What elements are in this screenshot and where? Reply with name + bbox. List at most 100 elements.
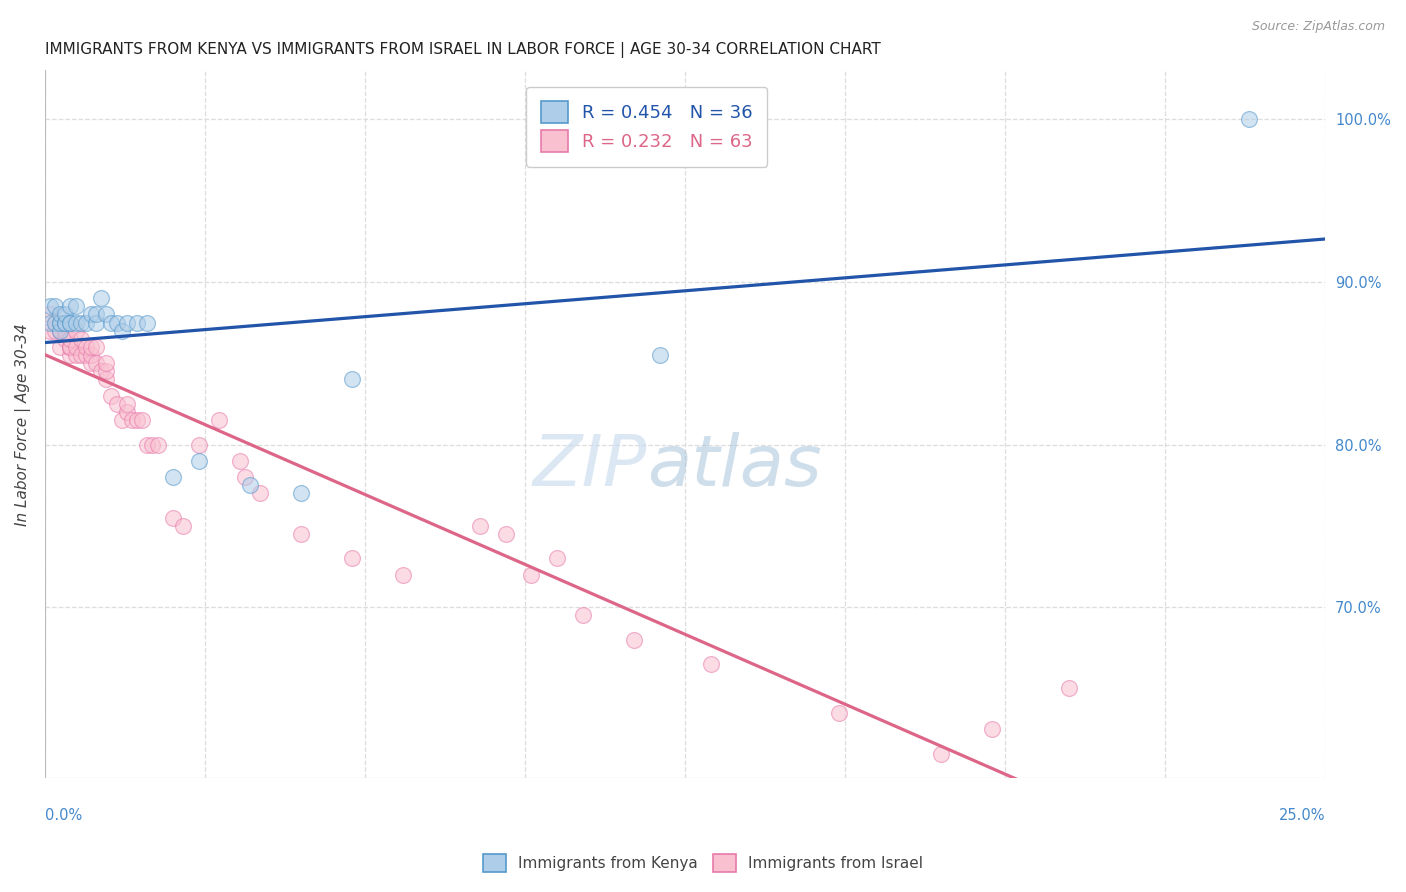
Point	[80, 307, 103, 321]
Point	[65, 299, 87, 313]
Point	[59, 340, 82, 354]
Point	[80, 356, 103, 370]
Point	[111, 324, 134, 338]
Point	[146, 437, 169, 451]
Point	[53, 316, 76, 330]
Point	[623, 632, 645, 647]
Y-axis label: In Labor Force | Age 30-34: In Labor Force | Age 30-34	[15, 323, 31, 525]
Point	[49, 307, 72, 321]
Point	[49, 316, 72, 330]
Point	[172, 518, 194, 533]
Point	[90, 364, 112, 378]
Point	[1059, 681, 1081, 696]
Text: 0.0%: 0.0%	[45, 808, 82, 823]
Point	[981, 722, 1004, 736]
Point	[648, 348, 671, 362]
Point	[65, 324, 87, 338]
Point	[75, 340, 97, 354]
Point	[59, 316, 82, 330]
Point	[90, 291, 112, 305]
Point	[96, 307, 118, 321]
Point	[84, 316, 107, 330]
Text: ZIP: ZIP	[533, 432, 647, 501]
Point	[59, 332, 82, 346]
Point	[187, 437, 209, 451]
Point	[59, 340, 82, 354]
Point	[162, 510, 184, 524]
Point	[96, 364, 118, 378]
Point	[571, 608, 593, 623]
Point	[44, 324, 66, 338]
Point	[136, 316, 159, 330]
Point	[249, 486, 271, 500]
Point	[49, 324, 72, 338]
Point	[105, 397, 128, 411]
Point	[44, 316, 66, 330]
Point	[115, 405, 138, 419]
Point	[39, 307, 62, 321]
Point	[75, 316, 97, 330]
Legend: R = 0.454   N = 36, R = 0.232   N = 63: R = 0.454 N = 36, R = 0.232 N = 63	[526, 87, 768, 167]
Point	[115, 397, 138, 411]
Point	[127, 413, 149, 427]
Point	[44, 299, 66, 313]
Point	[342, 372, 364, 386]
Point	[65, 316, 87, 330]
Point	[69, 316, 91, 330]
Text: 25.0%: 25.0%	[1279, 808, 1326, 823]
Point	[53, 324, 76, 338]
Point	[342, 551, 364, 566]
Point	[80, 340, 103, 354]
Legend: Immigrants from Kenya, Immigrants from Israel: Immigrants from Kenya, Immigrants from I…	[475, 846, 931, 880]
Point	[392, 567, 415, 582]
Point	[470, 518, 492, 533]
Point	[65, 348, 87, 362]
Point	[111, 413, 134, 427]
Point	[1237, 112, 1260, 127]
Point	[69, 332, 91, 346]
Point	[49, 340, 72, 354]
Point	[131, 413, 153, 427]
Point	[233, 470, 256, 484]
Point	[141, 437, 163, 451]
Point	[100, 316, 122, 330]
Point	[53, 307, 76, 321]
Point	[162, 470, 184, 484]
Point	[59, 340, 82, 354]
Point	[84, 307, 107, 321]
Point	[84, 356, 107, 370]
Text: IMMIGRANTS FROM KENYA VS IMMIGRANTS FROM ISRAEL IN LABOR FORCE | AGE 30-34 CORRE: IMMIGRANTS FROM KENYA VS IMMIGRANTS FROM…	[45, 42, 880, 58]
Point	[700, 657, 723, 671]
Point	[546, 551, 568, 566]
Point	[495, 527, 517, 541]
Point	[59, 348, 82, 362]
Point	[96, 372, 118, 386]
Point	[121, 413, 143, 427]
Point	[84, 340, 107, 354]
Point	[39, 324, 62, 338]
Point	[53, 332, 76, 346]
Text: Source: ZipAtlas.com: Source: ZipAtlas.com	[1251, 20, 1385, 33]
Point	[290, 527, 312, 541]
Point	[75, 348, 97, 362]
Point	[187, 454, 209, 468]
Point	[53, 316, 76, 330]
Point	[39, 316, 62, 330]
Point	[53, 316, 76, 330]
Point	[59, 299, 82, 313]
Point	[228, 454, 250, 468]
Point	[828, 706, 851, 720]
Point	[136, 437, 159, 451]
Point	[208, 413, 231, 427]
Point	[115, 316, 138, 330]
Point	[100, 389, 122, 403]
Point	[49, 324, 72, 338]
Point	[520, 567, 543, 582]
Point	[49, 316, 72, 330]
Point	[49, 316, 72, 330]
Point	[44, 316, 66, 330]
Point	[127, 316, 149, 330]
Point	[65, 340, 87, 354]
Point	[69, 348, 91, 362]
Point	[39, 299, 62, 313]
